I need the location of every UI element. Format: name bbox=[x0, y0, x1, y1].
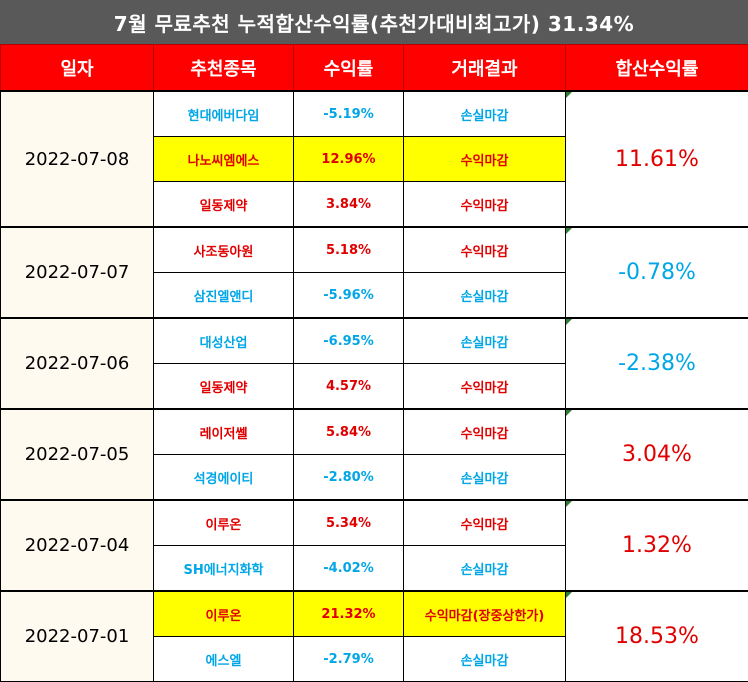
return-cell: 5.84% bbox=[294, 409, 404, 455]
return-cell: -2.80% bbox=[294, 455, 404, 501]
result-cell: 수익마감 bbox=[404, 364, 566, 410]
result-cell: 손실마감 bbox=[404, 546, 566, 592]
result-cell: 수익마감 bbox=[404, 409, 566, 455]
stock-cell: 레이저쎌 bbox=[154, 409, 294, 455]
result-cell: 수익마감 bbox=[404, 227, 566, 273]
stock-cell: 나노씨엠에스 bbox=[154, 137, 294, 182]
stock-cell: 일동제약 bbox=[154, 364, 294, 410]
result-cell: 손실마감 bbox=[404, 318, 566, 364]
return-cell: 4.57% bbox=[294, 364, 404, 410]
result-cell: 손실마감 bbox=[404, 455, 566, 501]
result-cell: 수익마감 bbox=[404, 182, 566, 228]
result-cell: 손실마감 bbox=[404, 273, 566, 319]
cumulative-return-cell: 3.04% bbox=[566, 409, 748, 500]
cumulative-return-cell: 11.61% bbox=[566, 91, 748, 227]
header-date: 일자 bbox=[1, 45, 154, 92]
header-return: 수익률 bbox=[294, 45, 404, 92]
stock-cell: 이루온 bbox=[154, 500, 294, 546]
result-cell: 수익마감 bbox=[404, 500, 566, 546]
stock-cell: 사조동아원 bbox=[154, 227, 294, 273]
return-cell: -2.79% bbox=[294, 637, 404, 682]
date-cell: 2022-07-07 bbox=[1, 227, 154, 318]
cumulative-return-cell: 18.53% bbox=[566, 591, 748, 682]
cumulative-return-cell: -2.38% bbox=[566, 318, 748, 409]
header-total: 합산수익률 bbox=[566, 45, 748, 92]
date-cell: 2022-07-08 bbox=[1, 91, 154, 227]
date-cell: 2022-07-06 bbox=[1, 318, 154, 409]
return-cell: 3.84% bbox=[294, 182, 404, 228]
stock-cell: 현대에버다임 bbox=[154, 91, 294, 137]
header-stock: 추천종목 bbox=[154, 45, 294, 92]
stock-cell: 석경에이티 bbox=[154, 455, 294, 501]
return-cell: -5.96% bbox=[294, 273, 404, 319]
stock-cell: 이루온 bbox=[154, 591, 294, 637]
result-cell: 손실마감 bbox=[404, 637, 566, 682]
return-cell: -6.95% bbox=[294, 318, 404, 364]
date-cell: 2022-07-04 bbox=[1, 500, 154, 591]
return-cell: 5.34% bbox=[294, 500, 404, 546]
date-cell: 2022-07-01 bbox=[1, 591, 154, 682]
result-cell: 수익마감(장중상한가) bbox=[404, 591, 566, 637]
return-cell: 12.96% bbox=[294, 137, 404, 182]
stock-cell: 삼진엘앤디 bbox=[154, 273, 294, 319]
stock-cell: 일동제약 bbox=[154, 182, 294, 228]
date-cell: 2022-07-05 bbox=[1, 409, 154, 500]
result-cell: 손실마감 bbox=[404, 91, 566, 137]
stock-cell: 대성산업 bbox=[154, 318, 294, 364]
return-cell: -5.19% bbox=[294, 91, 404, 137]
sheet-title: 7월 무료추천 누적합산수익률(추천가대비최고가) 31.34% bbox=[0, 0, 748, 44]
stock-cell: SH에너지화학 bbox=[154, 546, 294, 592]
cumulative-return-cell: 1.32% bbox=[566, 500, 748, 591]
return-cell: -4.02% bbox=[294, 546, 404, 592]
stock-cell: 에스엘 bbox=[154, 637, 294, 682]
cumulative-return-cell: -0.78% bbox=[566, 227, 748, 318]
result-cell: 수익마감 bbox=[404, 137, 566, 182]
return-cell: 21.32% bbox=[294, 591, 404, 637]
header-result: 거래결과 bbox=[404, 45, 566, 92]
header-row: 일자 추천종목 수익률 거래결과 합산수익률 bbox=[1, 45, 748, 92]
return-cell: 5.18% bbox=[294, 227, 404, 273]
